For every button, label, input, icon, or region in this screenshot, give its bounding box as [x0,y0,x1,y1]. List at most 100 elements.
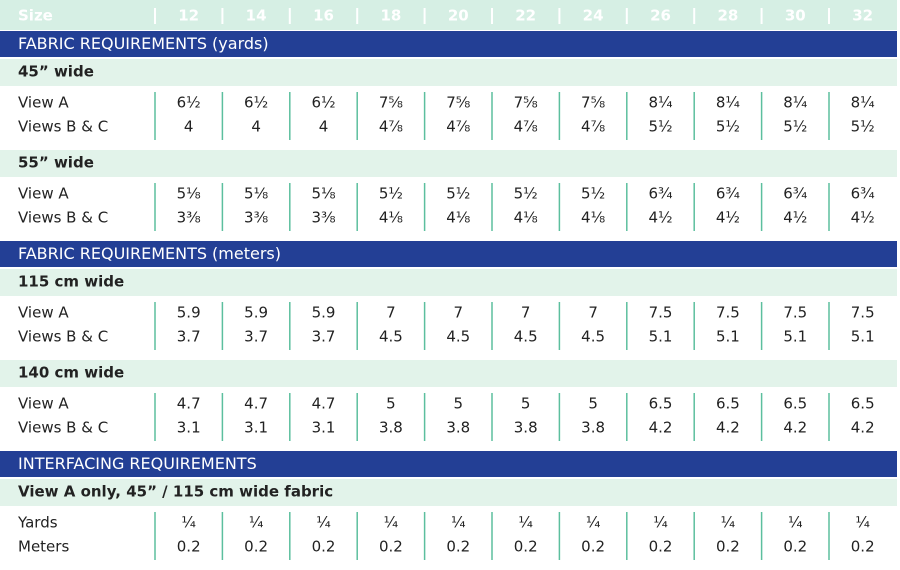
cell-value: 8¼ [716,94,741,112]
cell-value: ¼ [788,514,803,532]
cell-value: 3⅜ [177,209,201,227]
cell-value: 0.2 [783,538,807,556]
size-label: 12 [178,7,199,25]
size-label: 26 [650,7,671,25]
cell-value: 5½ [716,118,740,136]
group-label: View A only, 45” / 115 cm wide fabric [18,483,333,501]
cell-value: 0.2 [312,538,336,556]
cell-value: ¼ [384,514,399,532]
group-label: 45” wide [18,63,94,81]
cell-value: 5 [454,395,464,413]
cell-value: 5½ [783,118,807,136]
cell-value: 4.2 [716,419,740,437]
cell-value: 6.5 [783,395,807,413]
cell-value: 5⅛ [311,185,335,203]
cell-value: 3.1 [244,419,268,437]
cell-value: ¼ [586,514,601,532]
cell-value: 3.7 [312,328,336,346]
cell-value: 4 [319,118,329,136]
size-label: 22 [515,7,536,25]
cell-value: 7 [386,304,396,322]
cell-value: 7.5 [649,304,673,322]
cell-value: 6¾ [851,185,876,203]
cell-value: 6.5 [851,395,875,413]
cell-value: 7.5 [783,304,807,322]
cell-value: ¼ [855,514,870,532]
cell-value: 5 [521,395,531,413]
cell-value: 7⅝ [379,94,403,112]
row-label: Views B & C [18,419,108,437]
size-label: 20 [448,7,469,25]
cell-value: 0.2 [514,538,538,556]
cell-value: 0.2 [379,538,403,556]
cell-value: 5½ [581,185,605,203]
cell-value: 6½ [177,94,201,112]
cell-value: 4½ [648,209,672,227]
cell-value: 5⅛ [244,185,268,203]
header-row [0,0,897,30]
cell-value: 0.2 [177,538,201,556]
cell-value: ¼ [721,514,736,532]
group-header [0,59,897,86]
section-header [0,451,897,477]
row-label: View A [18,185,69,203]
cell-value: 5½ [446,185,470,203]
cell-value: 4⅛ [446,209,470,227]
cell-value: 4½ [716,209,740,227]
section-title-text: INTERFACING REQUIREMENTS [18,454,257,473]
cell-value: 6¾ [716,185,741,203]
size-label: 28 [717,7,738,25]
cell-value: 4 [184,118,194,136]
cell-value: 4⅞ [514,118,538,136]
cell-value: 4.5 [581,328,605,346]
cell-value: 5.9 [312,304,336,322]
cell-value: 3.8 [446,419,470,437]
cell-value: 0.2 [716,538,740,556]
cell-value: 6¾ [783,185,808,203]
row-label: Yards [17,514,58,532]
cell-value: 5½ [379,185,403,203]
size-label: 18 [380,7,401,25]
row-label: View A [18,94,69,112]
size-label: 24 [583,7,604,25]
cell-value: 4.2 [649,419,673,437]
cell-value: 7 [454,304,464,322]
cell-value: 4⅛ [581,209,605,227]
cell-value: 4.2 [851,419,875,437]
size-label: 16 [313,7,334,25]
cell-value: 3.8 [379,419,403,437]
cell-value: 3⅜ [244,209,268,227]
row-label: View A [18,304,69,322]
cell-value: 5½ [514,185,538,203]
cell-value: 8¼ [648,94,673,112]
section-header [0,241,897,267]
row-label: Views B & C [18,118,108,136]
cell-value: 7⅝ [514,94,538,112]
section-unit: (meters) [212,244,281,263]
section-title: FABRIC REQUIREMENTS (meters) [18,244,281,263]
group-header [0,269,897,296]
cell-value: ¼ [249,514,264,532]
cell-value: ¼ [451,514,466,532]
group-header [0,150,897,177]
cell-value: 4⅞ [446,118,470,136]
section-title-text: FABRIC REQUIREMENTS [18,244,207,263]
cell-value: 4.7 [244,395,268,413]
cell-value: 3⅜ [311,209,335,227]
cell-value: 8¼ [783,94,808,112]
cell-value: 4.5 [446,328,470,346]
section-title-text: FABRIC REQUIREMENTS [18,34,207,53]
row-label: View A [18,395,69,413]
cell-value: 5.1 [649,328,673,346]
cell-value: 4.5 [514,328,538,346]
cell-value: 5.1 [851,328,875,346]
cell-value: 5.9 [244,304,268,322]
row-label: Views B & C [18,209,108,227]
cell-value: 6¾ [648,185,673,203]
cell-value: 5.1 [783,328,807,346]
cell-value: 0.2 [581,538,605,556]
cell-value: 3.7 [177,328,201,346]
group-label: 55” wide [18,154,94,172]
group-label: 115 cm wide [18,273,124,291]
